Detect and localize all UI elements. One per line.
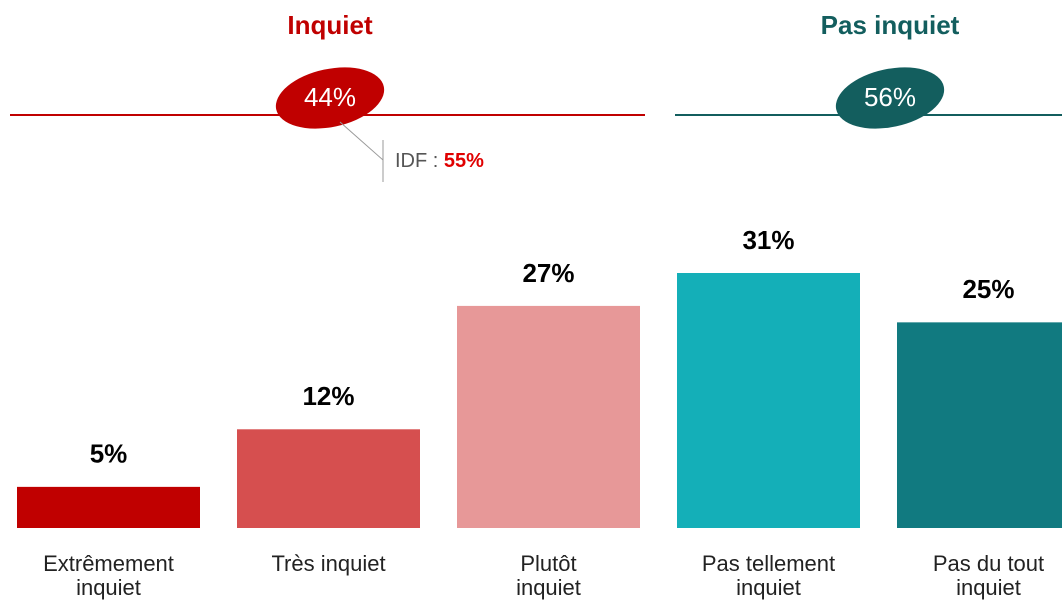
annotation-leader: [339, 121, 384, 161]
group-bubble: [835, 67, 945, 129]
group-value: 56%: [864, 82, 916, 112]
bar: [457, 305, 640, 528]
annotation: IDF : 55%: [395, 150, 484, 172]
category-line: Extrêmement: [43, 551, 174, 576]
bar: [677, 273, 860, 528]
category-label: Pas tellement inquiet: [702, 551, 835, 600]
bar: [17, 486, 200, 528]
annotation-prefix: IDF :: [395, 150, 438, 172]
group-value: 44%: [304, 82, 356, 112]
value-label: 27%: [522, 258, 574, 288]
category-line: Plutôt: [520, 551, 576, 576]
annotation-value: 55%: [444, 150, 484, 172]
value-label: 31%: [742, 225, 794, 255]
value-label: 25%: [962, 274, 1014, 304]
bar: [237, 429, 420, 528]
category-label: Plutôt inquiet: [516, 551, 581, 600]
category-line: Très inquiet: [271, 551, 385, 576]
group-title: Inquiet: [287, 10, 373, 40]
value-label: 12%: [302, 381, 354, 411]
value-label: 5%: [90, 439, 128, 469]
category-line: inquiet: [76, 575, 141, 600]
category-line: Pas tellement: [702, 551, 835, 576]
category-label: Extrêmement inquiet: [43, 551, 174, 600]
category-line: inquiet: [516, 575, 581, 600]
category-line: inquiet: [956, 575, 1021, 600]
group-title: Pas inquiet: [821, 10, 960, 40]
category-line: inquiet: [736, 575, 801, 600]
group-bubble: [275, 67, 385, 129]
category-label: Pas du tout inquiet: [933, 551, 1044, 600]
bar: [897, 322, 1062, 528]
category-line: Pas du tout: [933, 551, 1044, 576]
category-label: Très inquiet: [271, 551, 385, 576]
